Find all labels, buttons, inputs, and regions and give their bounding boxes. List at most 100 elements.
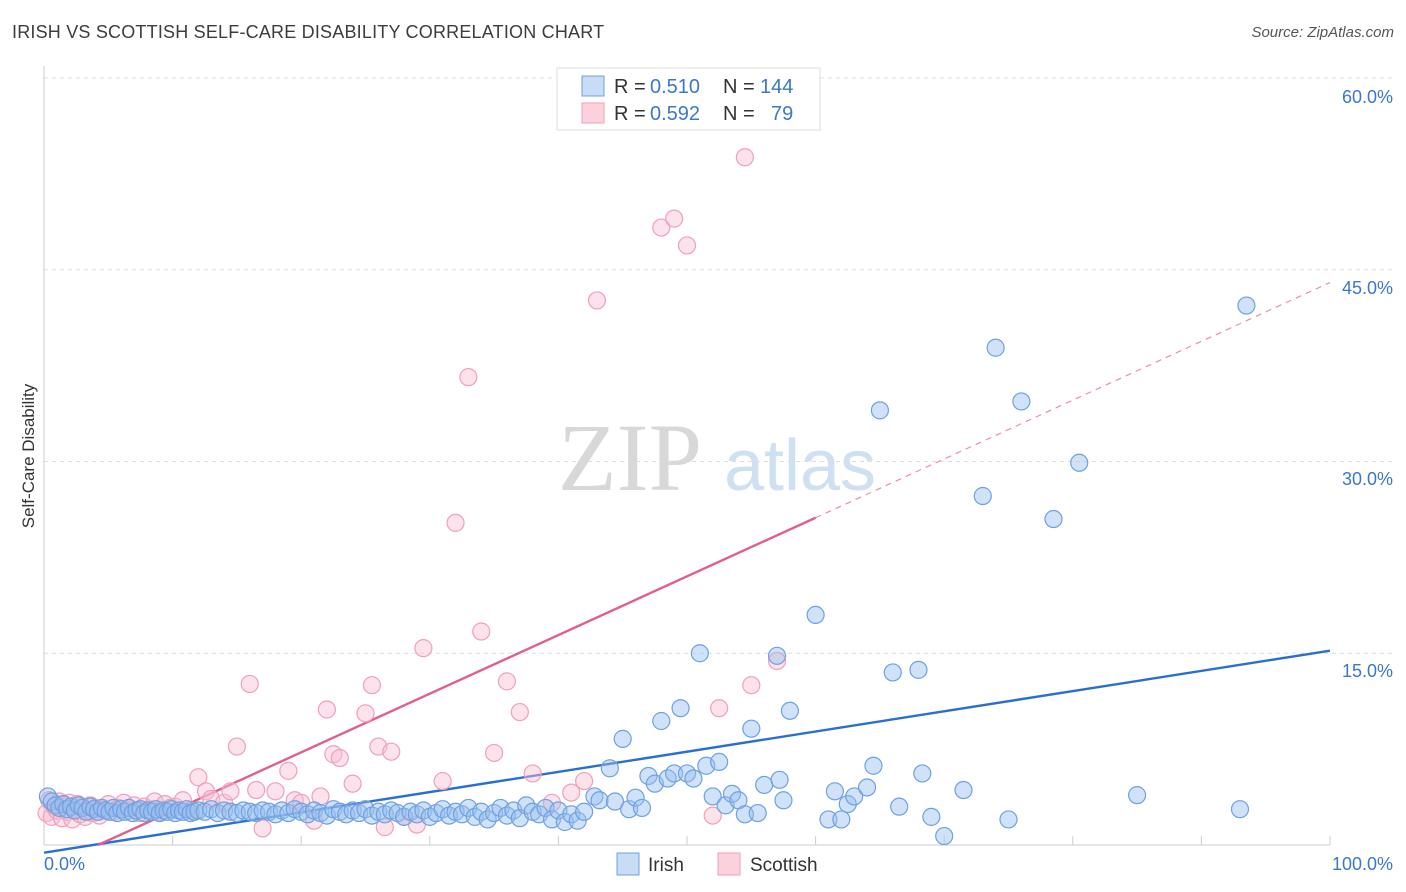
scottish-point	[575, 771, 594, 791]
scottish-point	[652, 218, 671, 237]
scottish-trend-extension	[815, 281, 1331, 519]
irish-point	[767, 646, 787, 665]
scottish-point	[266, 782, 285, 801]
irish-point	[600, 759, 619, 778]
scottish-point	[587, 291, 607, 310]
irish-point	[652, 711, 671, 731]
irish-point	[221, 802, 240, 821]
irish-series-label: Irish	[648, 855, 684, 876]
irish-series-swatch	[616, 852, 640, 876]
irish-point	[806, 605, 825, 625]
irish-point	[613, 729, 632, 748]
scottish-point	[510, 702, 529, 722]
axes	[43, 66, 1331, 846]
irish-point	[954, 780, 973, 800]
irish-point	[935, 826, 954, 846]
scottish-point	[227, 737, 246, 756]
scottish-point	[485, 743, 504, 763]
irish-point	[632, 798, 652, 818]
irish-point	[620, 800, 639, 819]
scottish-series-swatch	[717, 852, 741, 876]
irish-point	[735, 805, 754, 824]
trend-lines	[43, 281, 1331, 854]
scottish-point	[677, 236, 697, 255]
irish-point	[1044, 509, 1063, 529]
scottish-point	[735, 148, 754, 167]
scottish-point	[247, 780, 266, 800]
irish-point	[1230, 800, 1250, 819]
scottish-series-label: Scottish	[750, 855, 818, 876]
stats-legend: R = 0.510 N = 144 R = 0.592 N = 79	[556, 67, 821, 131]
x-tick-label-max: 100.0%	[1332, 854, 1393, 874]
scottish-point	[253, 819, 272, 838]
source-credit: Source: ZipAtlas.com	[1251, 24, 1394, 41]
data-points	[37, 148, 1256, 846]
scottish-point	[414, 639, 433, 658]
irish-point	[703, 787, 722, 806]
y-tick-label-15: 15.0%	[1342, 661, 1393, 681]
irish-point	[1127, 786, 1147, 805]
scottish-trend-line	[97, 516, 817, 847]
irish-point	[780, 701, 799, 720]
scottish-point	[459, 368, 478, 387]
scottish-n-value: 79	[771, 103, 793, 125]
irish-point	[774, 791, 793, 810]
gridlines	[44, 77, 1392, 654]
scottish-point	[497, 672, 517, 691]
chart-title: IRISH VS SCOTTISH SELF-CARE DISABILITY C…	[12, 22, 605, 42]
scottish-r-label: R =	[614, 103, 646, 125]
scottish-point	[446, 513, 465, 532]
irish-point	[590, 791, 609, 810]
series-legend: Irish Scottish	[616, 852, 818, 876]
scottish-legend-swatch	[581, 102, 605, 124]
irish-point	[909, 660, 928, 679]
scottish-r-value: 0.592	[650, 103, 700, 125]
irish-point	[1070, 453, 1089, 472]
y-tick-label-30: 30.0%	[1342, 469, 1393, 489]
irish-point	[240, 802, 259, 821]
irish-point	[710, 752, 729, 772]
scottish-point	[742, 676, 761, 695]
watermark-zip: ZIP	[558, 404, 702, 511]
irish-point	[913, 764, 932, 783]
irish-point	[922, 807, 941, 826]
scottish-point	[343, 774, 362, 793]
irish-point	[864, 756, 883, 775]
scottish-point	[562, 783, 581, 802]
irish-point	[770, 770, 789, 789]
irish-point	[819, 810, 838, 829]
scottish-point	[433, 771, 452, 791]
irish-point	[870, 401, 890, 420]
scottish-point	[382, 742, 401, 761]
irish-point	[568, 811, 587, 830]
scottish-point	[240, 674, 259, 694]
irish-point	[883, 663, 902, 682]
scottish-point	[362, 676, 382, 695]
x-tick-label-min: 0.0%	[44, 854, 85, 874]
scottish-point	[317, 700, 337, 719]
irish-legend-swatch	[581, 75, 605, 97]
scottish-point	[472, 622, 491, 641]
scottish-point	[375, 818, 394, 837]
irish-point	[684, 769, 703, 788]
irish-point	[1012, 392, 1031, 411]
irish-point	[1237, 296, 1256, 315]
irish-point	[857, 778, 877, 797]
y-tick-label-45: 45.0%	[1342, 278, 1393, 298]
irish-point	[605, 792, 625, 811]
scottish-point	[523, 764, 542, 783]
scottish-point	[356, 704, 375, 723]
irish-point	[973, 486, 992, 506]
scottish-point	[279, 761, 298, 780]
irish-point	[189, 801, 208, 820]
irish-n-value: 144	[760, 76, 793, 98]
irish-point	[832, 810, 851, 829]
irish-n-label: N =	[723, 76, 755, 98]
scottish-point	[330, 748, 349, 768]
irish-r-value: 0.510	[650, 76, 700, 98]
irish-point	[748, 803, 767, 823]
irish-point	[665, 764, 684, 783]
y-axis-label: Self-Care Disability	[19, 383, 38, 528]
irish-point	[742, 719, 761, 738]
